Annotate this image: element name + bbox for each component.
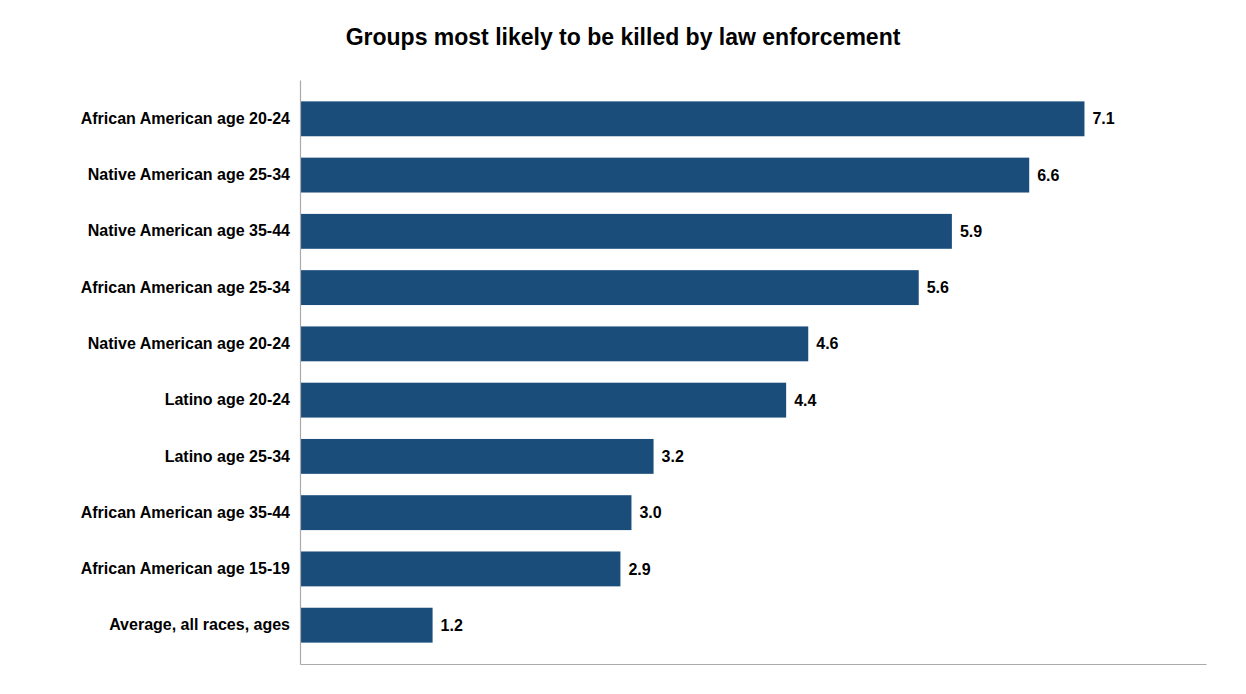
data-labels: 1.2 2.9 3.0 3.2 4.4 4.6 5.6 5.9 6.6 7.1: [441, 110, 1115, 633]
bar: [300, 439, 654, 474]
data-label: 5.6: [927, 279, 949, 296]
bar: [300, 326, 808, 361]
y-tick-label: Average, all races, ages: [109, 616, 290, 633]
data-label: 3.2: [662, 448, 684, 465]
bar: [300, 270, 919, 305]
y-tick: Native American age 25-34: [88, 166, 300, 183]
y-tick-label: Native American age 20-24: [88, 335, 290, 352]
x-axis-line: [301, 664, 1207, 665]
data-label: 3.0: [639, 504, 661, 521]
bar: [300, 551, 620, 586]
y-tick-label: Native American age 25-34: [88, 166, 290, 183]
y-tick: African American age 35-44: [81, 504, 300, 521]
bar: [300, 158, 1029, 193]
y-tick-label: African American age 20-24: [81, 110, 290, 127]
y-tick: Latino age 25-34: [165, 448, 300, 465]
bar: [300, 101, 1084, 136]
plot-area: Average, all races, ages African American…: [81, 81, 1207, 665]
bar: [300, 214, 952, 249]
y-tick: African American age 15-19: [81, 560, 300, 577]
y-tick: Latino age 20-24: [165, 391, 300, 408]
data-label: 4.4: [794, 392, 816, 409]
title: Groups most likely to be killed by law e…: [346, 24, 901, 50]
x-axis: [301, 664, 1207, 665]
data-label: 2.9: [628, 561, 650, 578]
y-tick-label: African American age 25-34: [81, 279, 290, 296]
y-tick-label: Latino age 20-24: [165, 391, 290, 408]
y-tick-label: Native American age 35-44: [88, 222, 290, 239]
chart-svg: Groups most likely to be killed by law e…: [0, 0, 1246, 694]
y-tick: African American age 20-24: [81, 110, 300, 127]
data-label: 6.6: [1037, 167, 1059, 184]
bar: [300, 495, 631, 530]
bar: [300, 383, 786, 418]
bar: [300, 608, 433, 643]
y-tick: Average, all races, ages: [109, 616, 300, 633]
y-axis-line: [300, 81, 301, 665]
y-tick: Native American age 20-24: [88, 335, 300, 352]
y-axis: Average, all races, ages African American…: [81, 81, 301, 665]
y-tick: African American age 25-34: [81, 279, 300, 296]
data-label: 1.2: [441, 617, 463, 634]
data-label: 5.9: [960, 223, 982, 240]
data-label: 7.1: [1092, 110, 1114, 127]
y-tick-label: African American age 15-19: [81, 560, 290, 577]
y-tick-label: African American age 35-44: [81, 504, 290, 521]
y-tick-label: Latino age 25-34: [165, 448, 290, 465]
bars: [300, 101, 1084, 642]
y-tick: Native American age 35-44: [88, 222, 300, 239]
data-label: 4.6: [816, 335, 838, 352]
